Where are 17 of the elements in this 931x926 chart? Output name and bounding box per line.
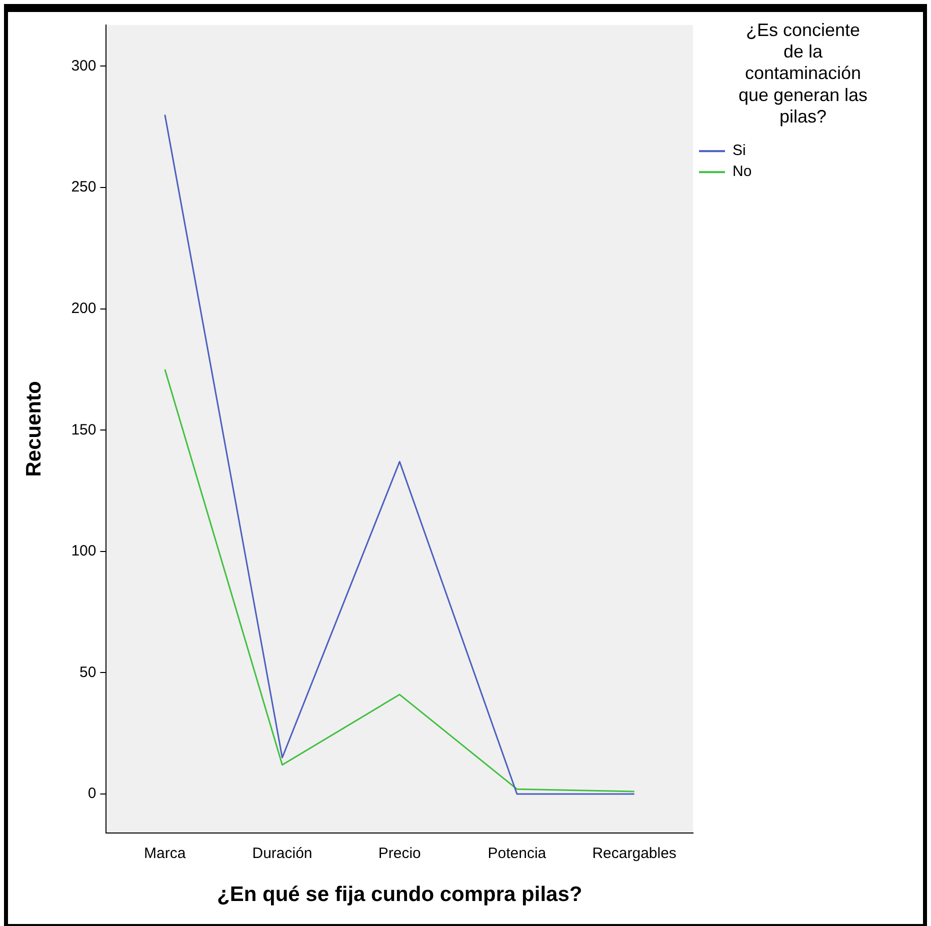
x-axis-title: ¿En qué se fija cundo compra pilas? bbox=[216, 883, 582, 906]
y-tick-label: 300 bbox=[71, 57, 96, 74]
x-tick-label: Marca bbox=[144, 844, 186, 862]
y-tick-label: 250 bbox=[71, 178, 96, 196]
y-tick-label: 0 bbox=[88, 785, 96, 802]
x-tick-label: Potencia bbox=[488, 844, 547, 862]
y-tick-label: 150 bbox=[71, 421, 96, 438]
legend-label: No bbox=[732, 163, 752, 180]
y-tick-label: 200 bbox=[71, 300, 96, 317]
y-axis-title: Recuento bbox=[22, 381, 46, 477]
x-tick-label: Precio bbox=[378, 844, 421, 862]
legend-label: Si bbox=[732, 142, 746, 160]
y-tick-label: 100 bbox=[71, 542, 96, 560]
y-tick-label: 50 bbox=[80, 664, 96, 681]
legend-title: ¿Es conciente de la contaminación que generan las pilas? bbox=[738, 20, 868, 126]
x-tick-label: Duración bbox=[252, 844, 312, 862]
x-tick-label: Recargables bbox=[592, 844, 676, 862]
